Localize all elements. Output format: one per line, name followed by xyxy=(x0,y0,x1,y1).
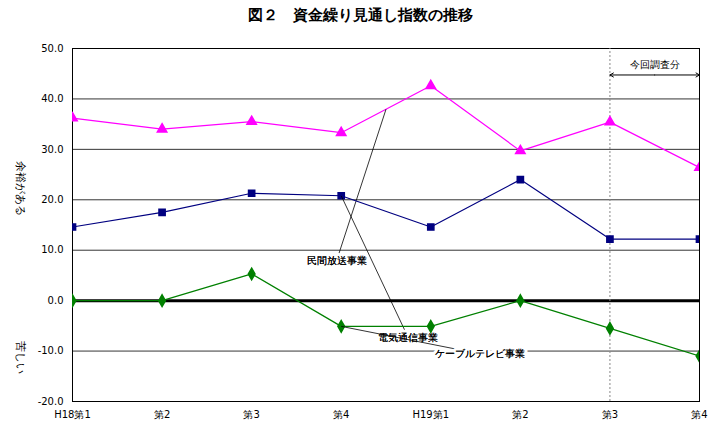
svg-text:苦しい: 苦しい xyxy=(14,341,27,374)
svg-text:第2: 第2 xyxy=(154,409,170,420)
svg-text:民間放送事業: 民間放送事業 xyxy=(307,255,367,266)
svg-text:H19第1: H19第1 xyxy=(412,409,449,420)
svg-text:第3: 第3 xyxy=(602,409,618,420)
svg-text:H18第1: H18第1 xyxy=(54,409,91,420)
svg-text:30.0: 30.0 xyxy=(41,144,63,155)
svg-text:50.0: 50.0 xyxy=(41,43,63,54)
svg-text:民間放送事業: 民間放送事業 xyxy=(307,255,367,266)
svg-text:ケーブルテレビ事業: ケーブルテレビ事業 xyxy=(435,348,525,359)
svg-text:0.0: 0.0 xyxy=(48,295,64,306)
svg-text:-20.0: -20.0 xyxy=(38,396,64,407)
svg-text:第4: 第4 xyxy=(333,409,349,420)
svg-text:余裕がある: 余裕がある xyxy=(14,161,27,216)
svg-text:ケーブルテレビ事業: ケーブルテレビ事業 xyxy=(435,348,525,359)
svg-text:電気通信事業: 電気通信事業 xyxy=(378,332,438,343)
html-text:図２ 資金繰り見通し指数の推移: 図２ 資金繰り見通し指数の推移 xyxy=(248,6,473,24)
svg-text:今回調査分: 今回調査分 xyxy=(630,59,680,70)
svg-text:第4: 第4 xyxy=(691,409,707,420)
svg-text:20.0: 20.0 xyxy=(41,194,63,205)
svg-text:第3: 第3 xyxy=(243,409,259,420)
svg-text:10.0: 10.0 xyxy=(41,244,63,255)
svg-text:-10.0: -10.0 xyxy=(38,345,64,356)
svg-text:第2: 第2 xyxy=(512,409,528,420)
svg-text:電気通信事業: 電気通信事業 xyxy=(378,332,438,343)
svg-text:40.0: 40.0 xyxy=(41,93,63,104)
